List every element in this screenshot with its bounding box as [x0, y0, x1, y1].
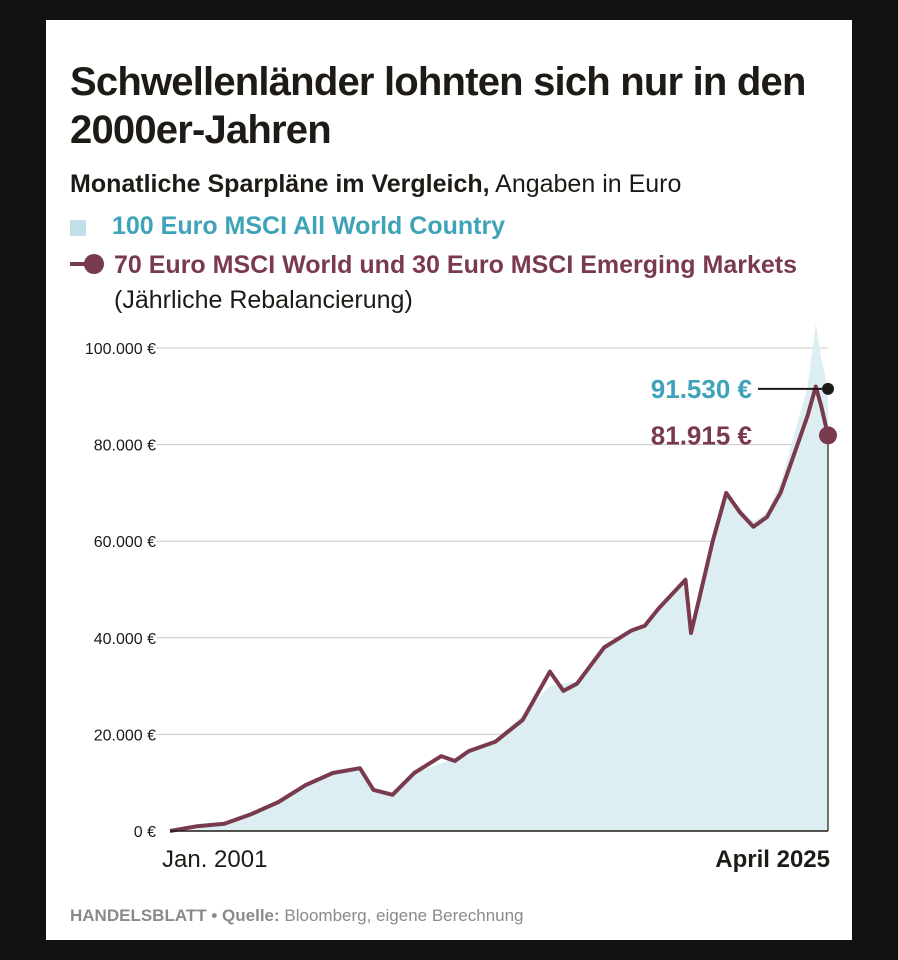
legend-series1: 100 Euro MSCI All World Country — [112, 212, 506, 240]
source-text: Bloomberg, eigene Berechnung — [279, 906, 524, 925]
chart-title: Schwellenländer lohnten sich nur in den … — [70, 60, 806, 152]
publisher-name: HANDELSBLATT — [70, 906, 207, 925]
x-label-start: Jan. 2001 — [162, 846, 267, 873]
end-label-all-world: 91.530 € — [651, 374, 752, 404]
legend-series2-plain: (Jährliche Rebalancierung) — [114, 286, 413, 314]
line-chart: 0 € 20.000 € 40.000 € 60.000 € 80.000 € 100.0… — [85, 323, 837, 873]
subtitle-plain: Angaben in Euro — [489, 170, 682, 198]
legend-dot-swatch — [84, 254, 104, 274]
y-tick-label: 80.000 € — [94, 438, 156, 455]
y-tick-label: 20.000 € — [94, 727, 156, 744]
end-label-world-em: 81.915 € — [651, 420, 752, 450]
footer-separator: • — [211, 906, 218, 925]
chart-card: Schwellenländer lohnten sich nur in den … — [46, 20, 852, 940]
footer: HANDELSBLATT • Quelle: Bloomberg, eigene… — [70, 906, 524, 926]
legend-area-swatch — [70, 220, 86, 236]
y-tick-labels: 0 € 20.000 € 40.000 € 60.000 € 80.000 € 100.0… — [85, 341, 156, 841]
end-dot-all-world — [822, 382, 834, 395]
area-series-all-world — [170, 323, 828, 831]
chart-subtitle: Monatliche Sparpläne im Vergleich, Angab… — [70, 170, 681, 199]
legend-series2: 70 Euro MSCI World und 30 Euro MSCI Emer… — [114, 248, 814, 318]
line-series-world-em — [169, 384, 830, 833]
y-tick-label: 40.000 € — [94, 631, 156, 648]
legend-series2-bold: 70 Euro MSCI World und 30 Euro MSCI Emer… — [114, 251, 797, 279]
y-tick-label: 0 € — [134, 824, 156, 841]
source-label: Quelle: — [222, 906, 280, 925]
x-label-end: April 2025 — [715, 846, 830, 873]
subtitle-bold: Monatliche Sparpläne im Vergleich, — [70, 170, 490, 198]
y-tick-label: 100.000 € — [85, 341, 156, 358]
y-tick-label: 60.000 € — [94, 534, 156, 551]
end-dot-world-em — [819, 426, 837, 445]
